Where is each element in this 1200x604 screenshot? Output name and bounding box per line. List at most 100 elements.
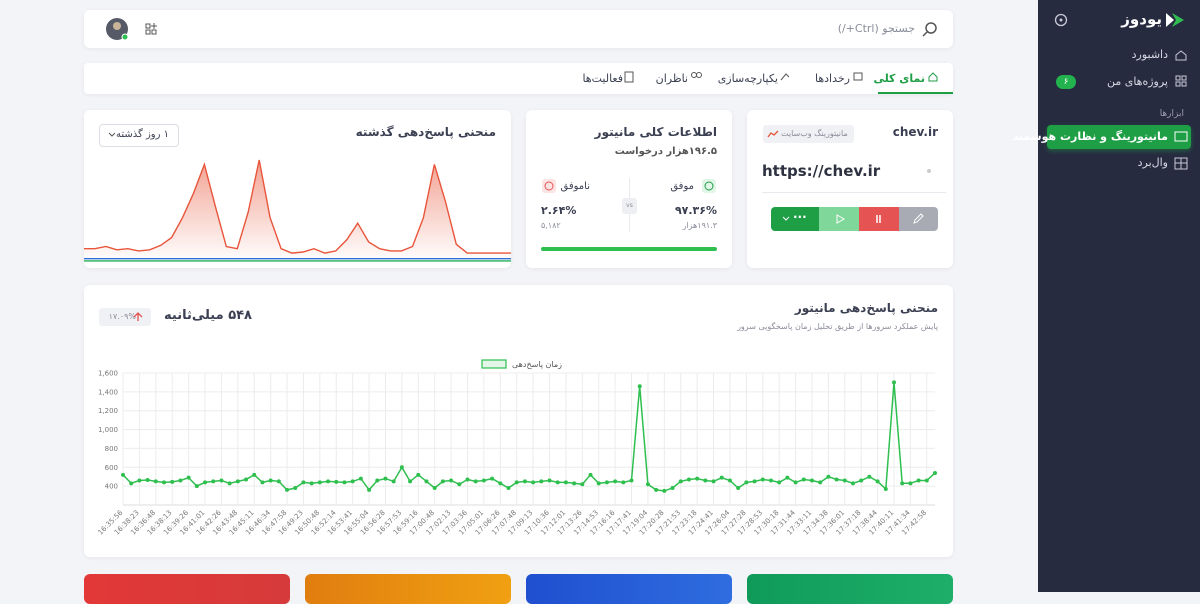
line-chart: 4006008001,0001,2001,4001,60016:35:5616:… xyxy=(97,359,937,537)
chevron xyxy=(108,132,116,137)
point xyxy=(785,475,790,480)
point xyxy=(793,480,798,485)
status-dot xyxy=(927,169,931,173)
point xyxy=(285,487,290,492)
point xyxy=(383,476,388,481)
section-label: ابزارها xyxy=(1159,109,1184,119)
point xyxy=(900,481,905,486)
stat-card-green xyxy=(747,574,953,604)
point xyxy=(695,476,700,481)
tab[interactable]: ناظران xyxy=(655,72,688,85)
point xyxy=(457,482,462,487)
point xyxy=(408,479,413,484)
tab[interactable]: نمای کلی xyxy=(873,72,925,85)
range-text: ۱ روز گذشته xyxy=(116,129,169,140)
badge-icon xyxy=(767,130,779,138)
y-tick-label: 800 xyxy=(105,445,118,453)
more-text: ··· xyxy=(793,210,807,224)
menu-item[interactable]: مانیتورینگ و نظارت هوشمند xyxy=(1012,130,1168,143)
point xyxy=(686,477,691,482)
point xyxy=(752,479,757,484)
active-item[interactable] xyxy=(1047,125,1191,149)
point xyxy=(629,478,634,483)
history-title: منحنی پاسخ‌دهی گذشته xyxy=(355,125,496,139)
fail-icon xyxy=(542,179,556,193)
sidebar: یودوز داشبورد پروژه‌های من ۶ ابزارها مان… xyxy=(1013,0,1200,592)
collapse-icon[interactable] xyxy=(1054,13,1068,27)
point xyxy=(809,478,814,483)
fail-count: ۵,۱۸۲ xyxy=(541,221,561,230)
y-tick-label: 400 xyxy=(105,483,118,491)
point xyxy=(572,481,577,486)
tab[interactable]: رخدادها xyxy=(815,72,850,85)
point xyxy=(358,476,363,481)
point xyxy=(563,480,568,485)
divider xyxy=(762,192,946,193)
point xyxy=(465,477,470,482)
success-count: ۱۹۱.۳هزار xyxy=(682,221,717,230)
point xyxy=(162,480,167,485)
y-tick-label: 1,000 xyxy=(98,426,118,434)
site-url[interactable]: https://chev.ir xyxy=(762,162,881,180)
point xyxy=(645,482,650,487)
point xyxy=(235,479,240,484)
summary-card: اطلاعات کلی مانیتور ۱۹۶.۵هزار درخواست مو… xyxy=(526,110,732,268)
change-text: ۱۷.۰۹% xyxy=(108,312,136,321)
point xyxy=(424,479,429,484)
point xyxy=(129,481,134,486)
vs-badge: vs xyxy=(622,198,637,214)
tab[interactable]: یکپارچه‌سازی xyxy=(717,72,778,85)
range-select[interactable] xyxy=(99,124,179,147)
point xyxy=(547,478,552,483)
badge: ۶ xyxy=(1056,75,1076,89)
point xyxy=(178,478,183,483)
fail-label: ناموفق xyxy=(560,181,590,192)
site-badge: مانیتورینگ وب‌سایت xyxy=(763,125,854,143)
point xyxy=(309,481,314,486)
point xyxy=(842,478,847,483)
menu-item[interactable]: وال‌برد xyxy=(1137,156,1168,169)
point xyxy=(244,477,249,482)
point xyxy=(744,480,749,485)
point xyxy=(875,479,880,484)
point xyxy=(334,479,339,484)
point xyxy=(326,479,331,484)
change-arrow xyxy=(133,312,143,321)
history-line xyxy=(84,159,511,254)
point xyxy=(260,480,265,485)
menu-item[interactable]: پروژه‌های من xyxy=(1106,75,1168,88)
point xyxy=(883,486,888,491)
point xyxy=(194,484,199,489)
logo: یودوز xyxy=(1121,10,1162,28)
tool-icons xyxy=(1174,131,1188,170)
point xyxy=(137,478,142,483)
tab[interactable]: فعالیت‌ها xyxy=(582,72,623,85)
point xyxy=(588,472,593,477)
success-percent: ۹۷.۳۶% xyxy=(674,204,717,217)
legend-swatch xyxy=(481,359,507,369)
point xyxy=(719,475,724,480)
pause-button[interactable] xyxy=(859,207,899,231)
legend-label: زمان پاسخ‌دهی xyxy=(512,360,562,369)
point xyxy=(145,478,150,483)
header-icons[interactable] xyxy=(104,16,164,42)
edit-button[interactable] xyxy=(899,207,938,231)
stat-card-blue xyxy=(526,574,732,604)
point xyxy=(654,487,659,492)
point xyxy=(203,480,208,485)
play-button[interactable] xyxy=(819,207,859,231)
point xyxy=(703,478,708,483)
site-title: chev.ir xyxy=(892,125,938,139)
menu-item[interactable]: داشبورد xyxy=(1131,48,1168,61)
point xyxy=(727,478,732,483)
point xyxy=(933,470,937,475)
y-tick-label: 1,600 xyxy=(98,370,118,378)
point xyxy=(186,475,191,480)
search-input[interactable]: جستجو (Ctrl+/) xyxy=(837,22,915,35)
point xyxy=(121,472,125,477)
point xyxy=(777,480,782,485)
point xyxy=(891,380,896,385)
more-button[interactable] xyxy=(771,207,819,231)
point xyxy=(440,479,445,484)
